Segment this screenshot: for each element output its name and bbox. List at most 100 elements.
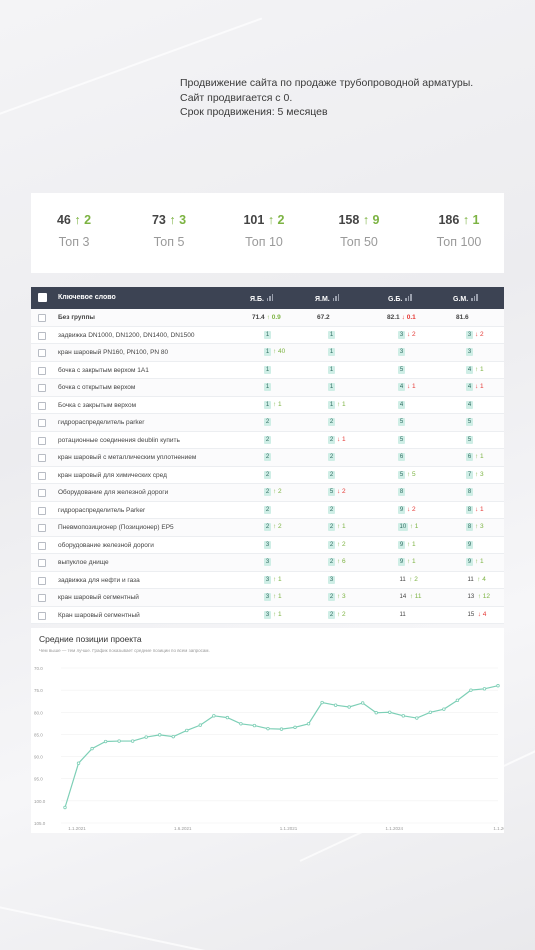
table-row[interactable]: выпуклое днище 3 2 ↑ 6 9 ↑ 1 9 ↑ 1 [31, 554, 504, 572]
position-cell: 13 ↑ 12 [466, 593, 490, 601]
stat-delta: ↑ 2 [267, 213, 285, 227]
col-header-g-b[interactable]: G.Б. [388, 294, 413, 303]
col-header-g-m[interactable]: G.М. [453, 294, 479, 303]
data-point[interactable] [306, 722, 311, 726]
row-checkbox[interactable] [38, 559, 46, 567]
row-checkbox[interactable] [38, 419, 46, 427]
row-checkbox[interactable] [38, 401, 46, 410]
table-row[interactable]: гидрораспределитель parker 2 2 5 5 [31, 414, 504, 432]
table-row[interactable]: ротационные соединения deublin купить 2 2 ↓… [31, 432, 504, 449]
stat-delta: ↑ 1 [462, 213, 480, 227]
table-row[interactable]: кран шаровый с металлическим уплотнением… [31, 449, 504, 467]
col-header-ya-m[interactable]: Я.М. [315, 294, 340, 303]
position-badge: 6 [398, 453, 405, 461]
row-checkbox[interactable] [38, 384, 46, 392]
data-point[interactable] [252, 723, 257, 728]
data-point[interactable] [76, 761, 81, 765]
row-checkbox[interactable] [38, 611, 46, 620]
select-all-checkbox[interactable] [38, 293, 47, 302]
row-checkbox[interactable] [38, 489, 46, 497]
position-cell: 8 ↓ 1 [466, 505, 484, 514]
table-row[interactable]: гидрораспределитель Parker 2 2 9 ↓ 2 8 ↓ 1 [31, 502, 504, 519]
position-cell: 2 [264, 505, 271, 514]
row-checkbox[interactable] [38, 314, 46, 322]
data-point[interactable] [442, 707, 446, 711]
col-header-keyword[interactable]: Ключевое слово [58, 294, 116, 301]
row-checkbox[interactable] [38, 541, 46, 550]
keywords-table: Ключевое слово Я.Б. Я.М. G.Б. G.М. Без г… [31, 287, 504, 624]
position-cell: 2 ↑ 6 [328, 558, 346, 566]
table-row[interactable]: бочка с закрытым верхом 1А1 1 1 5 4 ↑ 1 [31, 362, 504, 379]
sort-bars-icon [332, 294, 341, 303]
data-point[interactable] [333, 703, 338, 707]
position-badge: 1 [264, 383, 271, 391]
position-badge: 11 [399, 611, 406, 618]
position-badge: 2 [328, 453, 335, 461]
table-row[interactable]: кран шаровый PN160, PN100, PN 80 1 ↑ 40 1 3 3 [31, 344, 504, 362]
data-point[interactable] [293, 725, 297, 730]
avg-position: 82.1 [387, 314, 400, 321]
data-point[interactable] [103, 739, 108, 744]
data-point[interactable] [158, 733, 162, 737]
data-point[interactable] [374, 711, 378, 715]
data-point[interactable] [90, 746, 94, 751]
data-point[interactable] [171, 734, 175, 739]
row-checkbox[interactable] [38, 471, 46, 480]
group-row[interactable]: Без группы 71.4 ↑ 0.9 67.2 82.1 ↓ 0.1 81.6 [31, 309, 504, 327]
col-header-ya-b[interactable]: Я.Б. [250, 294, 274, 303]
data-point[interactable] [428, 710, 433, 714]
row-checkbox[interactable] [38, 349, 46, 357]
table-row[interactable]: бочка с открытым верхом 1 1 4 ↓ 1 4 ↓ 1 [31, 379, 504, 397]
position-cell: 2 ↓ 1 [328, 435, 346, 444]
table-row[interactable]: кран шаровый для химических сред 2 2 5 ↑ 5 7 ↑… [31, 467, 504, 484]
position-cell: 5 ↑ 5 [398, 470, 416, 479]
position-cell: 2 [264, 470, 271, 479]
data-point[interactable] [117, 739, 121, 743]
avg-positions-chart: Средние позиции проекта Чем выше — тем л… [31, 628, 504, 833]
position-cell: 2 ↑ 2 [328, 610, 346, 619]
stat-value: 101 [243, 213, 265, 227]
row-checkbox[interactable] [38, 331, 46, 340]
data-point[interactable] [144, 735, 148, 739]
row-checkbox[interactable] [38, 366, 46, 375]
table-row[interactable]: Кран шаровый сегментный 3 ↑ 1 2 ↑ 2 11 15 ↓ 4 [31, 607, 504, 624]
table-row[interactable]: задвижка для нефти и газа 3 ↑ 1 3 11 ↑ 2 11 ↑ 4 [31, 572, 504, 589]
position-badge: 2 [264, 505, 271, 514]
row-checkbox[interactable] [38, 436, 46, 445]
data-point[interactable] [415, 716, 419, 720]
row-checkbox[interactable] [38, 594, 46, 602]
row-checkbox[interactable] [38, 506, 46, 515]
row-checkbox[interactable] [38, 524, 46, 532]
data-point[interactable] [130, 739, 135, 743]
data-point[interactable] [185, 728, 189, 733]
data-point[interactable] [212, 714, 216, 718]
data-point[interactable] [388, 710, 392, 714]
data-point[interactable] [320, 700, 324, 705]
table-row[interactable]: Оборудование для железной дороги 2 ↑ 2 5 ↓ 2… [31, 484, 504, 502]
table-row[interactable]: Пневмопозиционер (Позиционер) EP5 2 ↑ 2 2 ↑ … [31, 519, 504, 537]
data-point[interactable] [482, 687, 487, 691]
stat-top5: 73 ↑ 3 Топ 5 [129, 213, 209, 249]
position-badge: 9 [398, 505, 405, 514]
position-badge: 5 [398, 470, 405, 479]
data-point[interactable] [496, 684, 500, 688]
data-point[interactable] [198, 723, 203, 727]
data-point[interactable] [360, 701, 365, 705]
row-checkbox[interactable] [38, 454, 46, 462]
data-point[interactable] [469, 688, 473, 692]
table-row[interactable]: кран шаровый сегментный 3 ↑ 1 2 ↑ 3 14 ↑ 11 13 ↑… [31, 589, 504, 607]
data-point[interactable] [63, 805, 67, 810]
position-cell: 3 ↑ 1 [264, 575, 282, 584]
data-point[interactable] [239, 722, 243, 726]
data-point[interactable] [455, 698, 460, 703]
data-point[interactable] [266, 726, 270, 731]
data-point[interactable] [279, 727, 284, 731]
data-point[interactable] [347, 705, 351, 709]
table-row[interactable]: задвижка DN1000, DN1200, DN1400, DN1500 1… [31, 327, 504, 344]
data-point[interactable] [401, 714, 405, 718]
row-checkbox[interactable] [38, 576, 46, 585]
data-point[interactable] [225, 715, 230, 720]
stat-delta: ↑ 3 [169, 213, 187, 227]
